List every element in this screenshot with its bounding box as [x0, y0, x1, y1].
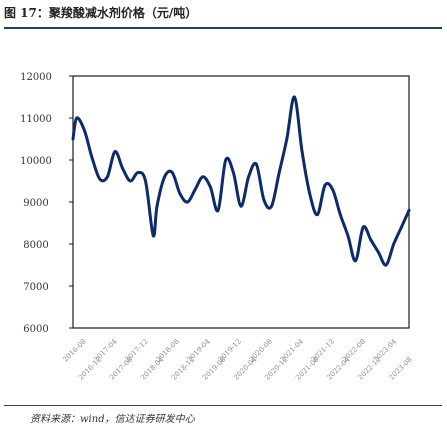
data-point — [323, 183, 327, 187]
data-point — [308, 192, 312, 196]
data-point — [83, 129, 86, 132]
data-point — [262, 198, 266, 202]
data-point — [300, 150, 304, 153]
x-tick-label: 2019-12 — [217, 337, 243, 363]
data-point — [128, 179, 132, 183]
x-tick-label: 2020-08 — [248, 337, 274, 363]
x-axis: 2016-082016-122017-042017-082017-122018-… — [61, 337, 413, 382]
data-point — [201, 175, 205, 179]
data-point — [338, 213, 342, 217]
data-point — [361, 225, 365, 229]
data-point — [144, 179, 147, 183]
data-point — [254, 162, 258, 166]
data-point — [155, 204, 159, 208]
data-point — [384, 263, 388, 267]
data-point — [270, 204, 273, 208]
data-point — [400, 225, 403, 229]
x-tick-label: 2021-12 — [310, 337, 336, 363]
y-tick-label: 11000 — [20, 114, 52, 125]
data-point — [71, 137, 75, 141]
data-point — [239, 204, 243, 208]
data-point — [331, 188, 334, 191]
x-tick-label: 2022-08 — [341, 337, 367, 363]
data-point — [232, 171, 235, 174]
x-tick-label: 2023-04 — [372, 337, 399, 364]
series-group — [71, 95, 411, 267]
data-point — [98, 177, 102, 181]
y-tick-label: 12000 — [20, 72, 52, 83]
data-point — [407, 209, 411, 212]
data-point — [316, 213, 319, 217]
y-tick-label: 10000 — [20, 156, 52, 167]
data-point — [163, 175, 167, 179]
data-point — [113, 150, 117, 153]
x-tick-label: 2017-12 — [124, 337, 150, 363]
source-rule — [4, 405, 442, 406]
data-point — [186, 200, 189, 204]
x-tick-label: 2019-04 — [186, 337, 213, 364]
data-point — [136, 171, 140, 174]
data-point — [90, 156, 94, 160]
data-point — [277, 171, 281, 174]
figure-title: 图 17：聚羧酸减水剂价格（元/吨） — [4, 6, 198, 20]
y-axis: 6000 7000 8000 9000 10000 11000 12000 — [20, 72, 73, 335]
x-tick-label: 2021-04 — [279, 337, 306, 364]
series-line — [71, 95, 411, 267]
x-tick-label: 2017-04 — [93, 337, 120, 364]
data-point — [216, 209, 220, 212]
data-point — [354, 259, 357, 263]
y-tick-label: 9000 — [23, 198, 48, 209]
data-point — [178, 192, 182, 196]
y-tick-label: 7000 — [23, 282, 48, 293]
data-point — [170, 171, 174, 174]
figure-source: 资料来源：wind，信达证券研发中心 — [30, 414, 195, 425]
data-point — [377, 251, 380, 254]
plot-area-frame — [72, 75, 410, 329]
y-tick-label: 6000 — [23, 324, 48, 335]
data-point — [209, 185, 212, 189]
data-point — [224, 158, 228, 162]
data-point — [151, 234, 155, 238]
data-point — [346, 234, 350, 238]
data-point — [285, 137, 289, 141]
x-tick-label: 2023-08 — [387, 355, 413, 381]
data-point — [193, 188, 197, 191]
data-point — [75, 116, 79, 120]
title-rule — [4, 27, 442, 29]
data-point — [392, 242, 396, 246]
data-point — [106, 175, 109, 179]
data-point — [369, 238, 373, 242]
data-point — [247, 175, 251, 179]
x-tick-label: 2016-08 — [61, 337, 87, 363]
y-tick-label: 8000 — [23, 240, 48, 251]
x-tick-label: 2018-08 — [155, 337, 181, 363]
data-point — [293, 95, 296, 99]
data-point — [121, 167, 124, 170]
